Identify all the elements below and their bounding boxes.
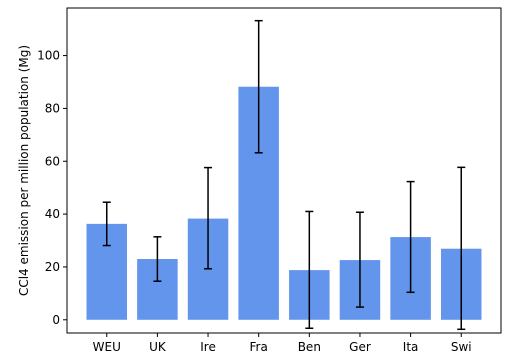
x-tick-label-uk: UK bbox=[149, 340, 167, 354]
error-bar-uk bbox=[153, 236, 162, 282]
error-bar-fra bbox=[254, 19, 263, 154]
y-tick-label: 0 bbox=[52, 313, 60, 327]
x-tick-label-ben: Ben bbox=[298, 340, 321, 354]
error-bar-swi bbox=[457, 166, 466, 331]
y-axis-label: CCl4 emission per million population (Mg… bbox=[17, 45, 31, 296]
y-axis: 0 20 40 60 80 100 bbox=[37, 49, 67, 327]
y-tick-label: 40 bbox=[45, 207, 60, 221]
x-tick-label-ita: Ita bbox=[403, 340, 419, 354]
error-bar-ger bbox=[355, 211, 364, 308]
y-tick-label: 60 bbox=[45, 154, 60, 168]
y-tick-label: 20 bbox=[45, 260, 60, 274]
error-bars bbox=[102, 19, 466, 331]
error-bar-ben bbox=[305, 210, 314, 329]
error-bar-weu bbox=[102, 201, 111, 247]
y-tick-label: 100 bbox=[37, 49, 60, 63]
error-bar-ita bbox=[406, 180, 415, 294]
plot-frame bbox=[66, 7, 502, 334]
x-tick-label-ger: Ger bbox=[349, 340, 371, 354]
x-tick-label-weu: WEU bbox=[93, 340, 121, 354]
x-axis: WEU UK Ire Fra Ben Ger Ita Swi bbox=[93, 333, 472, 354]
x-tick-label-fra: Fra bbox=[250, 340, 268, 354]
y-tick-label: 80 bbox=[45, 101, 60, 115]
bars bbox=[86, 86, 482, 320]
error-bar-ire bbox=[204, 166, 213, 270]
x-tick-label-swi: Swi bbox=[451, 340, 472, 354]
x-tick-label-ire: Ire bbox=[200, 340, 216, 354]
